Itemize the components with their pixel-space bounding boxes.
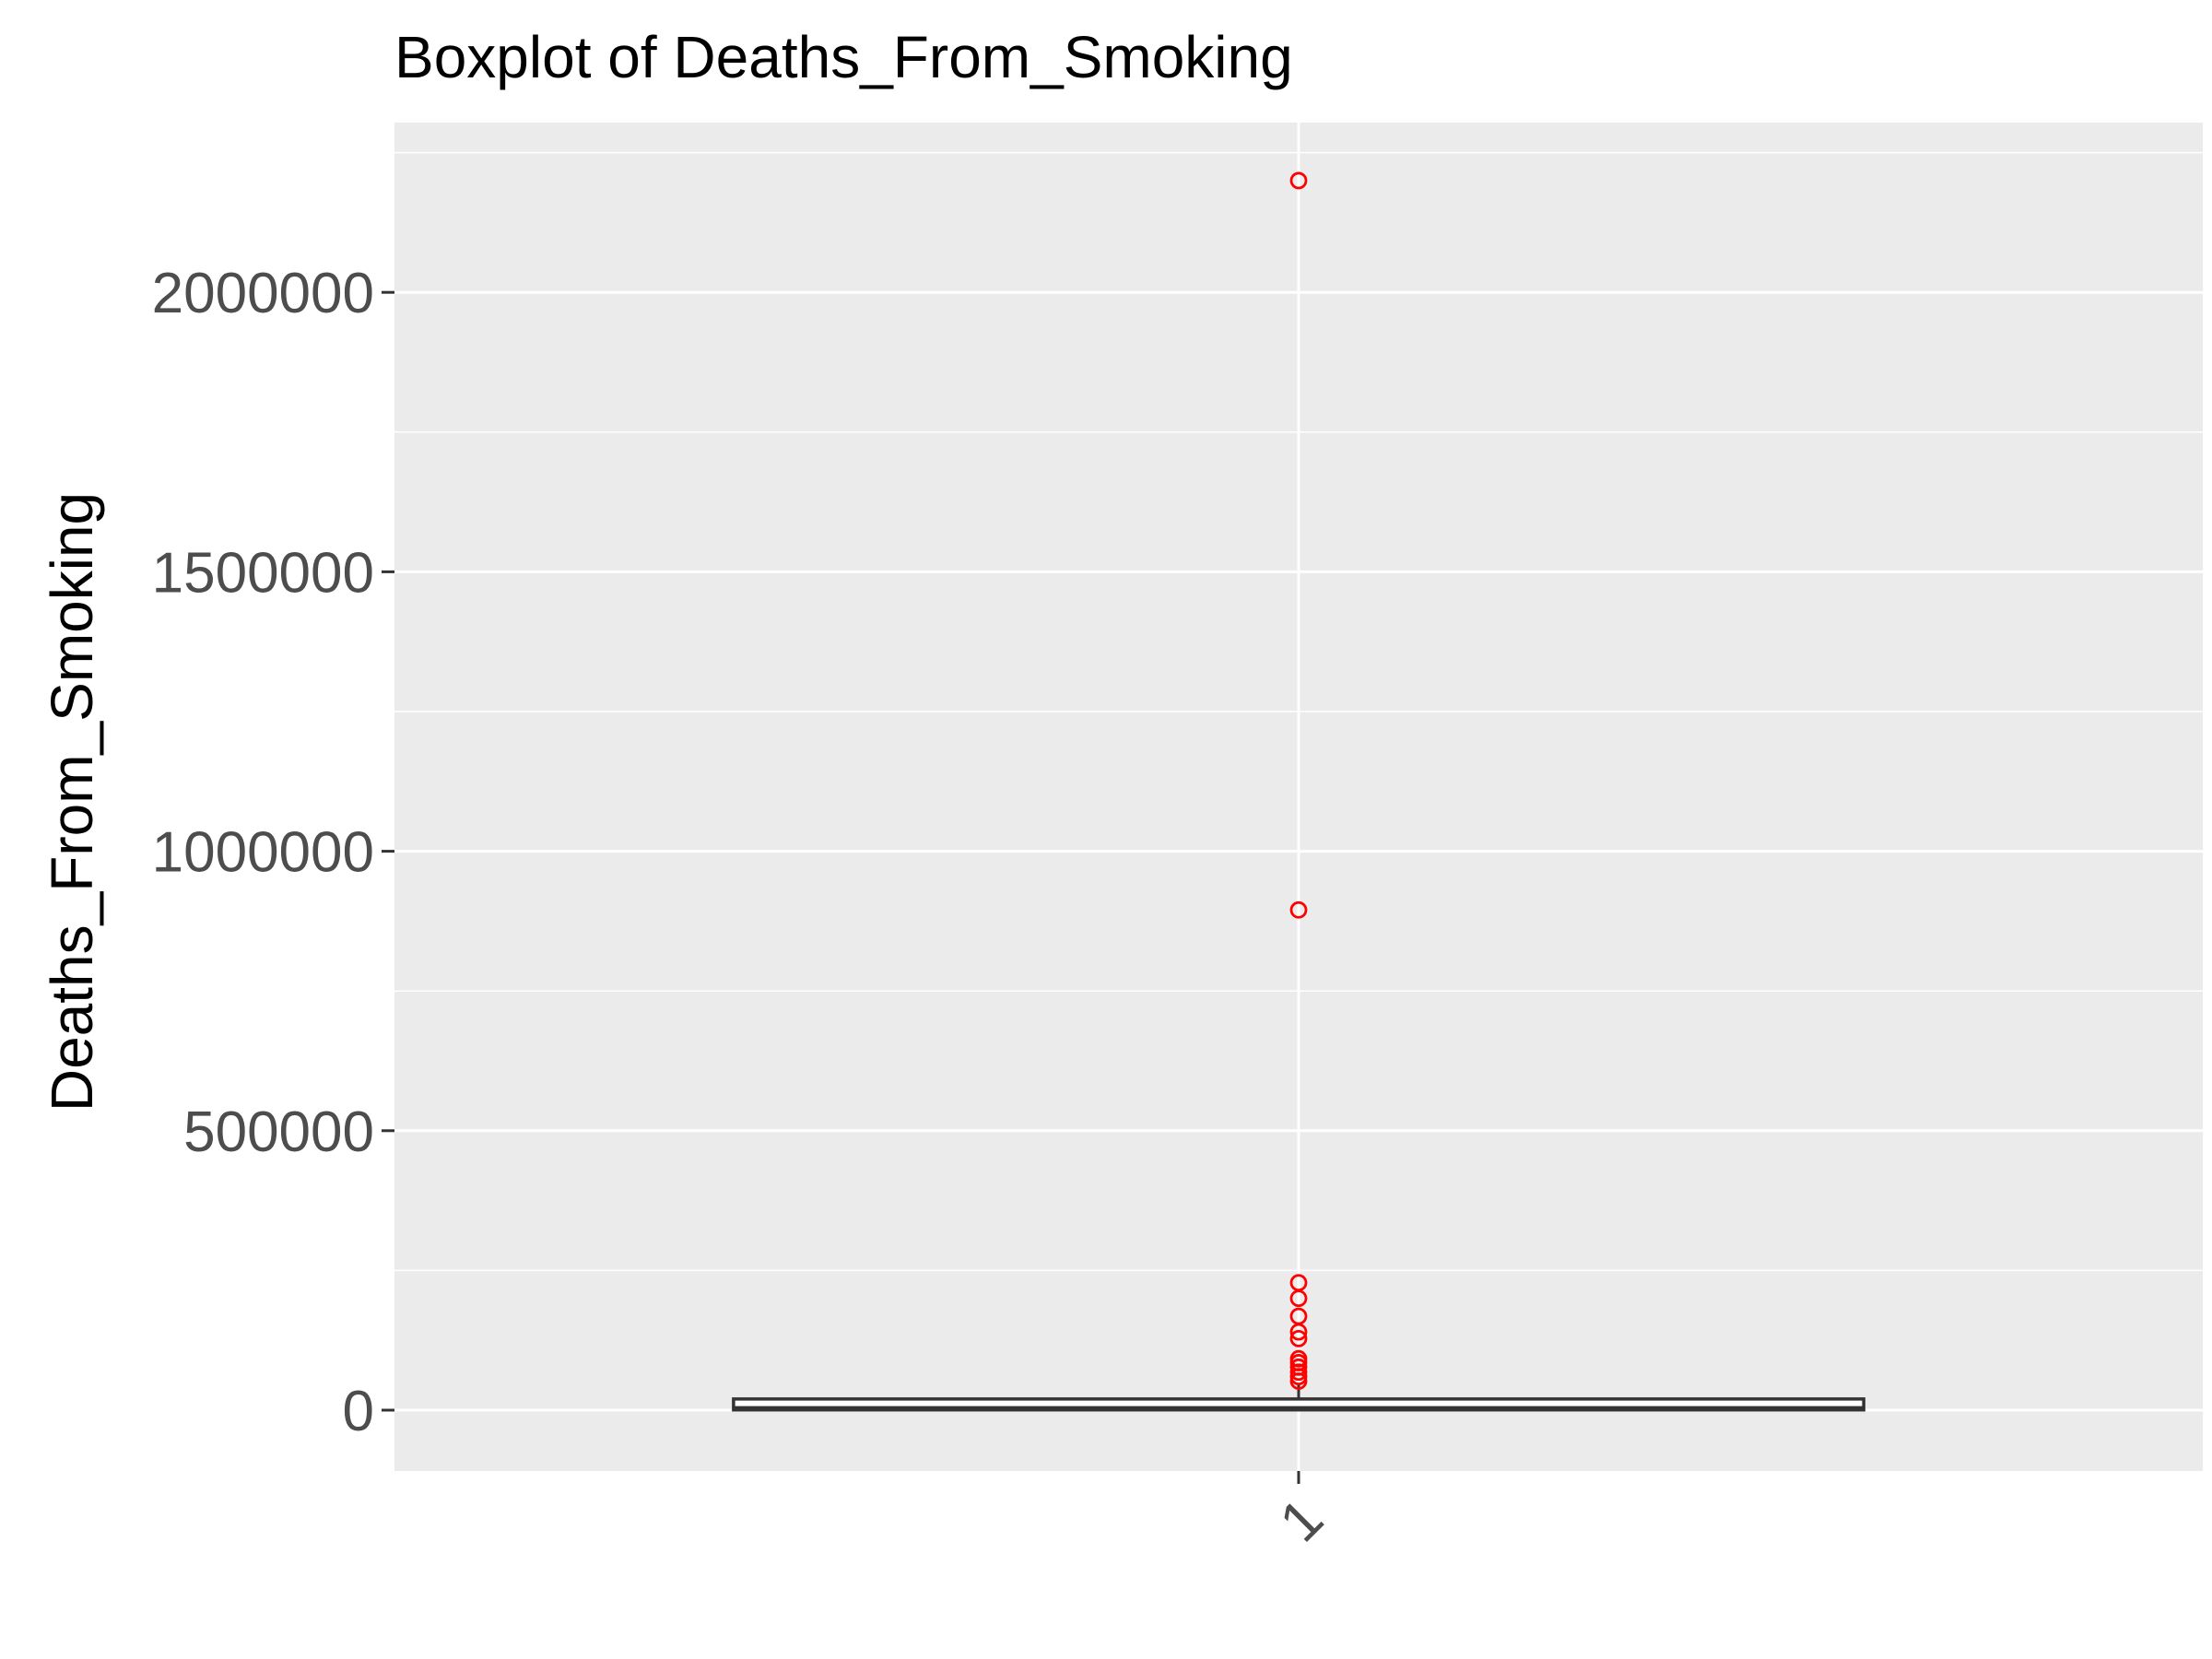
outlier-point (1289, 1329, 1308, 1347)
y-axis-title: Deaths_From_Smoking (39, 492, 105, 1112)
y-tick-label: 2000000 (152, 262, 374, 325)
y-tick-label: 500000 (183, 1100, 374, 1164)
y-tick-label: 1500000 (152, 541, 374, 605)
x-axis: 1 (1268, 1471, 1335, 1554)
outlier-point (1289, 900, 1308, 919)
y-tick-label: 1000000 (152, 821, 374, 885)
boxplot (732, 1382, 1865, 1412)
outlier-point (1289, 171, 1308, 190)
x-tick-label: 1 (1268, 1487, 1335, 1554)
outlier-points (1289, 171, 1308, 1390)
y-axis: 0 500000 1000000 1500000 2000000 (152, 262, 394, 1443)
outlier-point (1289, 1323, 1308, 1341)
outlier-point (1289, 1289, 1308, 1308)
y-tick-label: 0 (343, 1380, 374, 1443)
chart-title: Boxplot of Deaths_From_Smoking (394, 24, 1293, 90)
outlier-point (1289, 1372, 1308, 1390)
